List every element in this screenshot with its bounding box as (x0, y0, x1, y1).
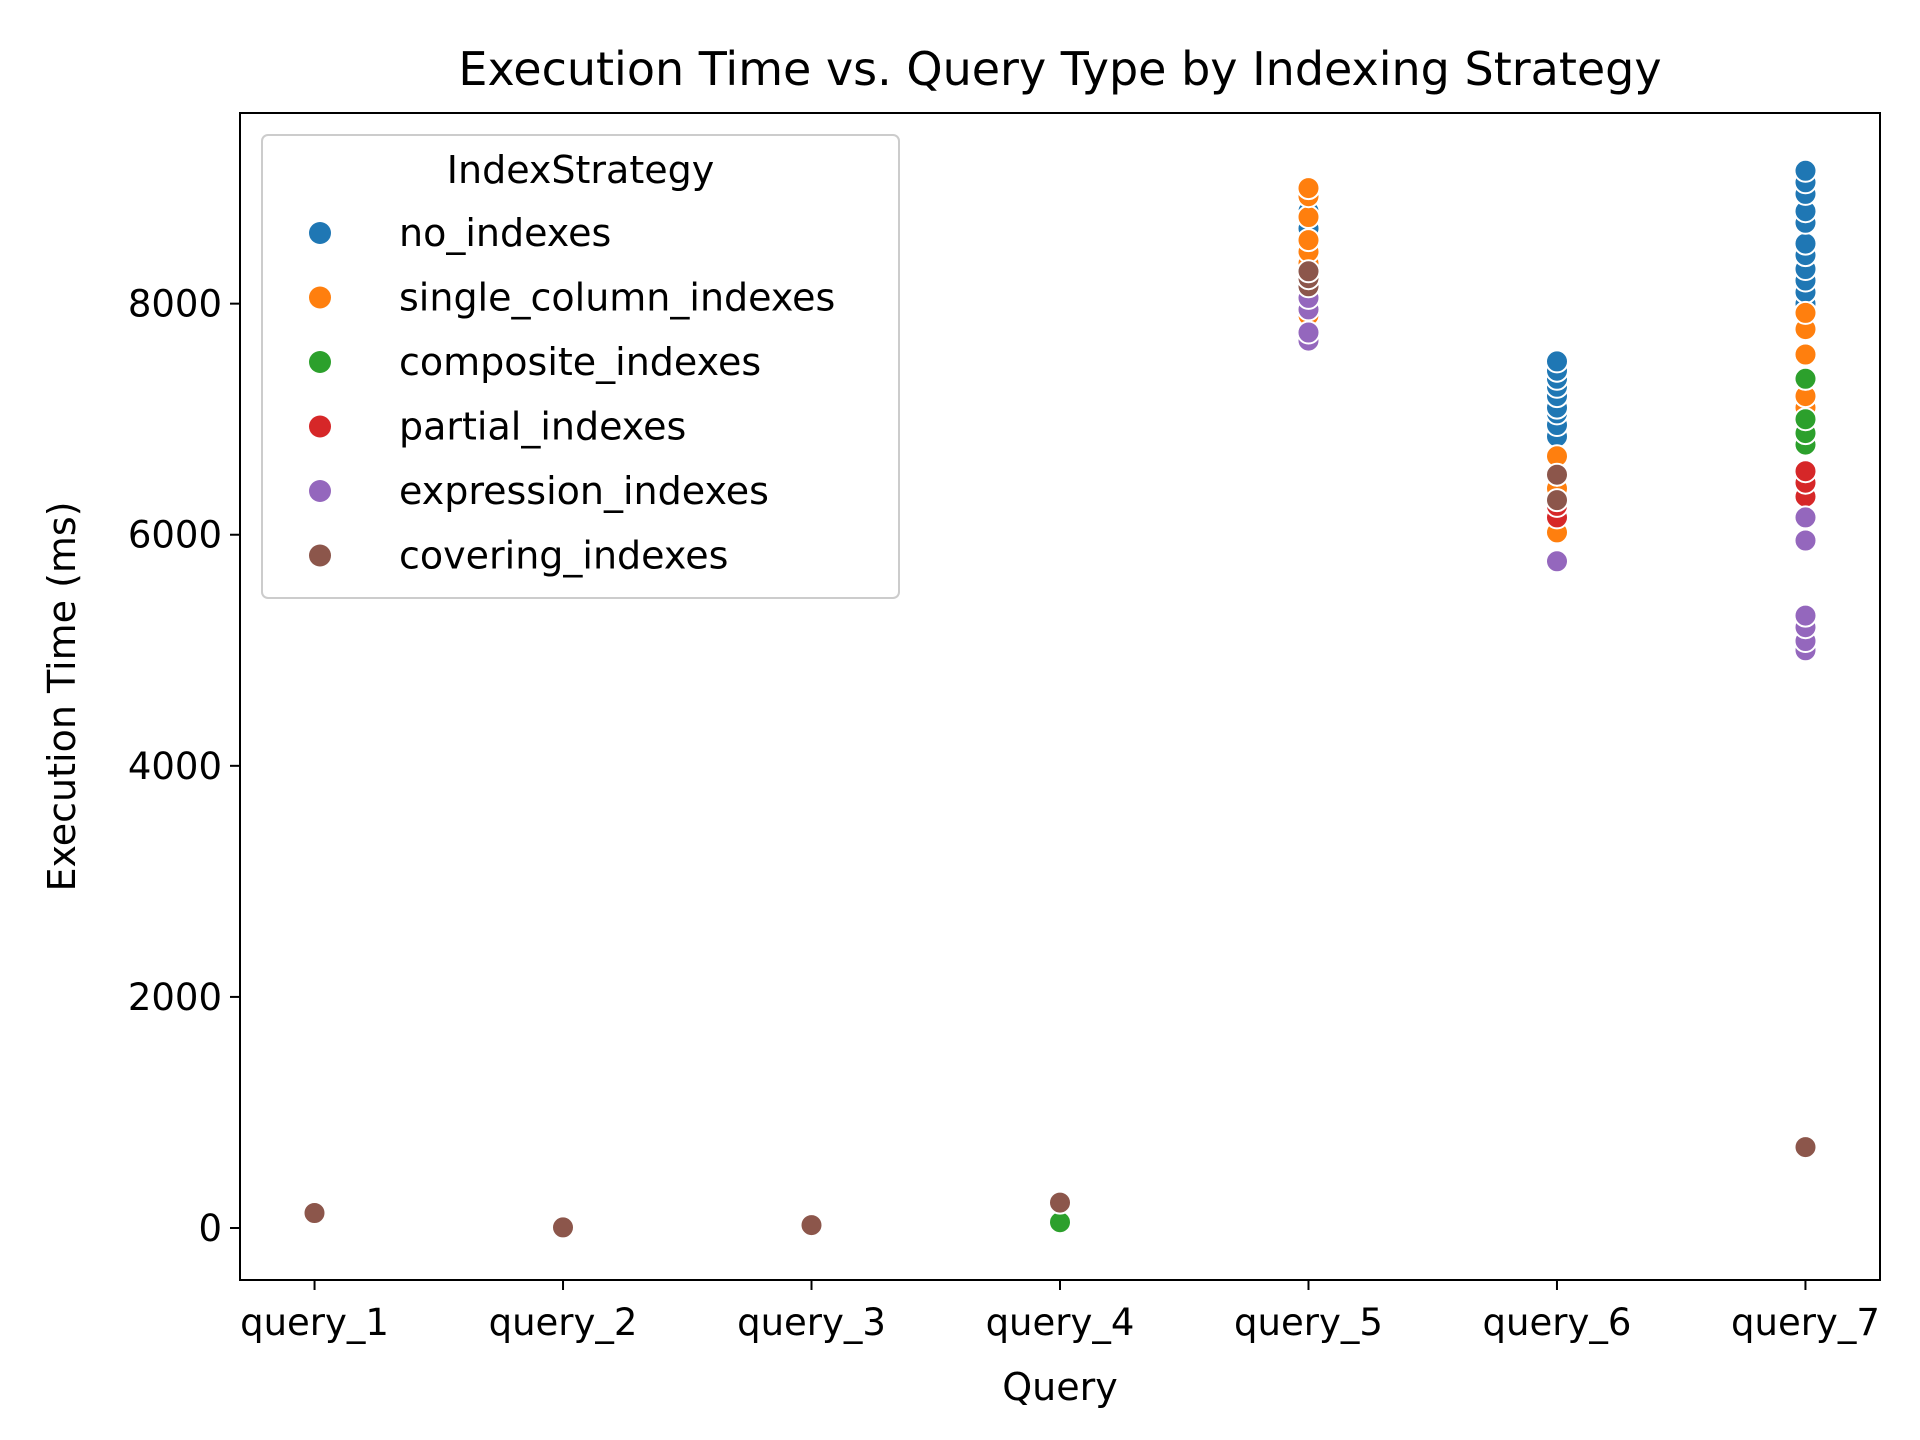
x-tick-label: query_2 (489, 1301, 638, 1344)
data-point-no_indexes (1545, 349, 1569, 374)
plot-area (302, 158, 1818, 1240)
data-point-no_indexes (1793, 231, 1818, 256)
data-point-no_indexes (1793, 158, 1818, 183)
y-axis-label: Execution Time (ms) (40, 501, 84, 891)
y-tick-label: 2000 (128, 976, 222, 1019)
legend-item-covering_indexes: covering_indexes (309, 534, 728, 578)
legend-marker (309, 286, 331, 309)
data-point-single_column_indexes (1296, 205, 1321, 229)
legend-item-composite_indexes: composite_indexes (309, 340, 761, 384)
legend-label: single_column_indexes (399, 276, 835, 320)
x-tick-label: query_3 (737, 1301, 886, 1344)
data-point-covering_indexes (1048, 1190, 1072, 1215)
x-tick-label: query_1 (240, 1301, 389, 1344)
data-point-expression_indexes (1793, 603, 1818, 628)
legend-item-expression_indexes: expression_indexes (309, 469, 769, 513)
data-point-single_column_indexes (1296, 176, 1321, 201)
data-point-covering_indexes (302, 1201, 327, 1225)
legend-marker (309, 415, 331, 438)
y-tick-label: 4000 (128, 745, 222, 788)
legend-marker (309, 222, 331, 244)
chart-title: Execution Time vs. Query Type by Indexin… (458, 42, 1661, 96)
data-point-covering_indexes (1545, 488, 1569, 513)
data-point-covering_indexes (551, 1215, 575, 1240)
legend-label: expression_indexes (399, 469, 769, 513)
data-point-expression_indexes (1296, 320, 1321, 345)
x-tick-label: query_5 (1234, 1301, 1383, 1344)
legend-item-partial_indexes: partial_indexes (309, 405, 686, 449)
data-point-expression_indexes (1793, 528, 1818, 553)
x-tick-label: query_4 (986, 1301, 1135, 1344)
data-point-covering_indexes (1296, 259, 1321, 284)
data-point-composite_indexes (1793, 407, 1818, 432)
data-point-single_column_indexes (1296, 228, 1321, 253)
y-tick-label: 0 (198, 1207, 222, 1250)
axes: 0 2000 4000 6000 8000 query_1 query_2 query_3 qu… (128, 112, 1881, 1344)
data-point-expression_indexes (1793, 505, 1818, 530)
legend-label: no_indexes (399, 211, 611, 255)
data-point-covering_indexes (1545, 462, 1569, 487)
legend-box (261, 134, 900, 599)
legend-label: partial_indexes (399, 405, 686, 449)
data-point-single_column_indexes (1793, 342, 1818, 367)
series-no_indexes (1296, 158, 1818, 449)
legend-marker (309, 480, 331, 502)
x-tick-label: query_6 (1483, 1301, 1632, 1344)
legend-marker (309, 544, 331, 567)
data-point-expression_indexes (1545, 549, 1569, 574)
data-point-covering_indexes (1793, 1135, 1818, 1160)
legend-label: covering_indexes (399, 534, 728, 578)
y-tick-label: 8000 (128, 283, 222, 326)
y-tick-label: 6000 (128, 514, 222, 557)
legend-marker (309, 351, 331, 373)
legend-title: IndexStrategy (447, 148, 714, 192)
data-point-covering_indexes (799, 1213, 824, 1238)
data-point-composite_indexes (1793, 366, 1818, 391)
legend-label: composite_indexes (399, 340, 761, 384)
data-point-partial_indexes (1793, 459, 1818, 484)
x-tick-label: query_7 (1731, 1301, 1880, 1344)
x-axis-label: Query (1002, 1365, 1117, 1409)
legend-item-single_column_indexes: single_column_indexes (309, 276, 835, 320)
series-covering_indexes (302, 259, 1818, 1240)
data-point-single_column_indexes (1793, 300, 1818, 325)
legend-item-no_indexes: no_indexes (309, 211, 611, 255)
series-composite_indexes (1048, 366, 1818, 1235)
legend: IndexStrategy no_indexes single_column_ind… (261, 134, 900, 599)
